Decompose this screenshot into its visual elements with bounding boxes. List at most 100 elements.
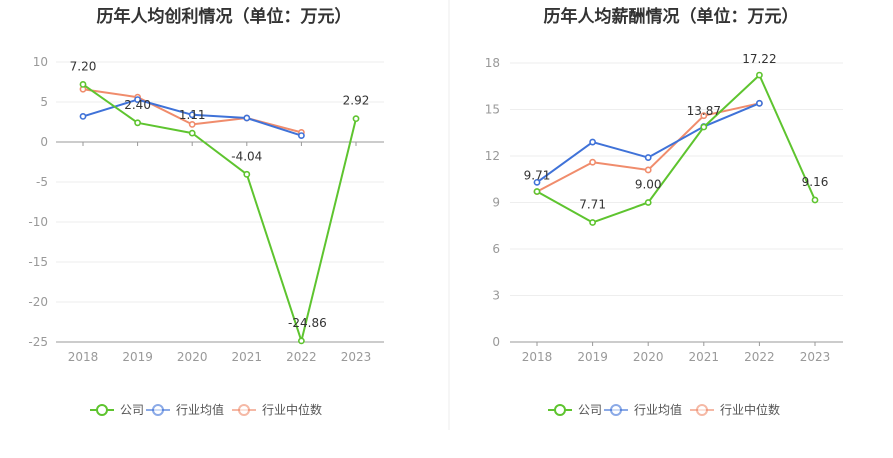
profit-point-industry_avg [79,113,87,120]
profit-y-tick-label: 10 [33,55,48,69]
profit-point-industry_avg [297,132,305,139]
salary-point-company [811,196,819,204]
profit-chart-y-ticks: 10 5 0 -5 -10 -15 -20 -25 [28,55,48,349]
salary-chart-legend: 公司 行业均值 行业中位数 [548,402,780,417]
salary-x-tick-label: 2019 [577,350,608,364]
salary-y-tick-label: 15 [485,103,500,117]
profit-legend-label: 公司 [120,403,144,417]
profit-point-industry_median [188,121,196,128]
profit-data-label: 7.20 [70,59,97,73]
profit-x-tick-label: 2022 [286,350,317,364]
profit-data-label: 1.11 [179,108,206,122]
profit-legend-label: 行业中位数 [262,402,322,417]
profit-y-tick-label: -5 [36,175,48,189]
profit-x-tick-label: 2021 [232,350,263,364]
profit-y-tick-label: -25 [28,335,48,349]
profit-chart-series [79,81,360,345]
salary-legend-marker-icon [610,404,622,416]
salary-x-tick-label: 2021 [689,350,720,364]
salary-chart-gridlines [510,62,843,343]
salary-y-tick-label: 12 [485,149,500,163]
profit-y-tick-label: 0 [40,135,48,149]
profit-legend-label: 行业均值 [176,402,224,417]
profit-chart-data-labels: 7.20 2.40 1.11 -4.04 -24.86 2.92 [70,59,370,329]
salary-point-industry_avg [644,154,652,161]
salary-legend-item-industry_avg: 行业均值 [604,402,682,417]
profit-point-company [188,129,196,137]
salary-point-company [533,188,541,195]
salary-chart-series [533,71,819,226]
profit-point-company [352,115,360,123]
salary-line-company [536,74,816,224]
profit-data-label: -24.86 [288,316,327,330]
profit-point-company [79,81,87,88]
salary-y-tick-label: 9 [492,196,500,210]
profit-chart-legend: 公司 行业均值 行业中位数 [90,402,322,417]
salary-legend-item-company: 公司 [548,403,602,417]
salary-chart-y-ticks: 18 15 12 9 6 3 0 [485,56,500,349]
profit-legend-marker-icon [96,404,108,416]
salary-y-tick-label: 0 [492,335,500,349]
salary-chart-x-ticks: 2018 2019 2020 2021 2022 2023 [522,342,831,364]
profit-y-tick-label: -20 [28,295,48,309]
profit-point-company [134,119,141,127]
profit-data-label: 2.40 [124,98,151,112]
salary-point-industry_avg [533,178,541,186]
profit-x-tick-label: 2023 [341,350,372,364]
profit-x-tick-label: 2020 [177,350,208,364]
profit-point-company [243,170,251,178]
profit-chart-gridlines [56,61,384,343]
salary-data-label: 17.22 [742,52,776,66]
salary-data-label: 7.71 [579,197,606,211]
profit-point-industry_avg [134,96,141,103]
salary-point-company [700,123,708,131]
profit-y-tick-label: -15 [28,255,48,269]
salary-point-industry_avg [756,99,763,107]
profit-data-label: 2.92 [343,94,370,108]
salary-x-tick-label: 2022 [744,350,775,364]
profit-point-industry_avg [243,114,251,122]
salary-point-industry_avg [589,138,596,146]
salary-point-company [756,71,763,79]
salary-y-tick-label: 18 [485,56,500,70]
salary-point-industry_median [589,158,596,166]
salary-legend-marker-icon [696,404,708,416]
profit-y-tick-label: 5 [40,95,48,109]
salary-chart-data-labels: 9.71 7.71 9.00 13.87 17.22 9.16 [524,52,829,211]
profit-legend-marker-icon [152,404,164,416]
salary-point-company [644,199,652,206]
salary-x-tick-label: 2023 [800,350,831,364]
salary-x-tick-label: 2018 [522,350,553,364]
salary-legend-label: 公司 [578,403,602,417]
profit-point-company [297,337,305,345]
salary-data-label: 9.16 [802,175,829,189]
profit-x-tick-label: 2019 [122,350,153,364]
profit-point-industry_avg [188,111,196,119]
salary-data-label: 9.71 [524,168,551,182]
salary-legend-marker-icon [554,404,566,416]
salary-point-industry_median [644,166,652,174]
profit-legend-item-industry_median: 行业中位数 [232,402,322,417]
salary-y-tick-label: 3 [492,289,500,303]
profit-chart-title: 历年人均创利情况（单位：万元） [97,6,352,27]
profit-legend-item-industry_avg: 行业均值 [146,402,224,417]
profit-legend-marker-icon [238,404,250,416]
salary-legend-label: 行业均值 [634,402,682,417]
salary-data-label: 9.00 [635,178,662,192]
salary-chart-title: 历年人均薪酬情况（单位：万元） [544,6,799,27]
salary-point-company [589,219,596,226]
salary-data-label: 13.87 [687,104,721,118]
salary-legend-item-industry_median: 行业中位数 [690,402,780,417]
profit-chart-x-ticks: 2018 2019 2020 2021 2022 2023 [68,142,372,364]
profit-line-company [82,83,357,342]
salary-x-tick-label: 2020 [633,350,664,364]
salary-y-tick-label: 6 [492,242,500,256]
profit-x-tick-label: 2018 [68,350,99,364]
profit-data-label: -4.04 [231,149,262,163]
profit-legend-item-company: 公司 [90,403,144,417]
salary-legend-label: 行业中位数 [720,402,780,417]
profit-y-tick-label: -10 [28,215,48,229]
